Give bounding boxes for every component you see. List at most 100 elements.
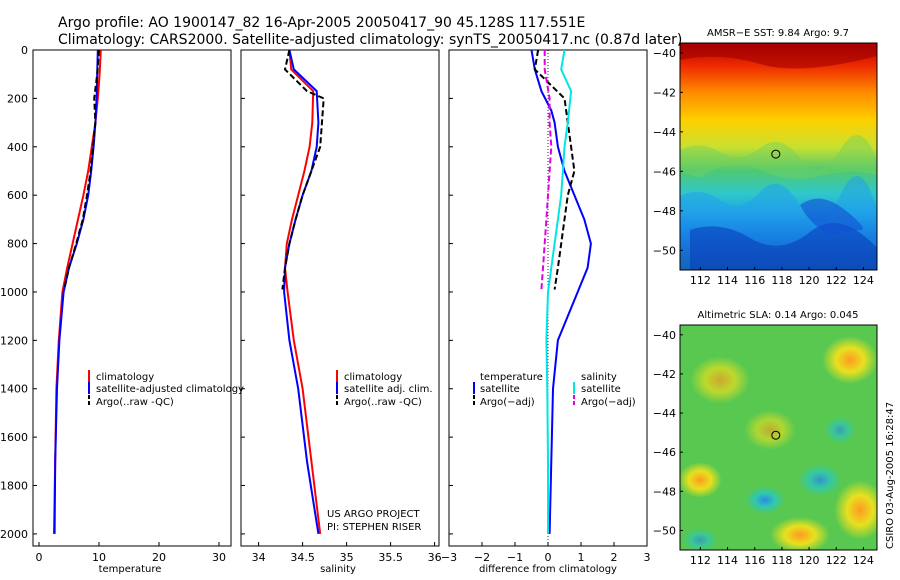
salinity-panel-frame [240, 49, 440, 547]
legend-argo-label: Argo(..raw -QC) [96, 397, 174, 408]
map-lon-tick-label: 116 [744, 554, 765, 567]
map-lat-tick-label: −48 [653, 485, 676, 498]
x-tick-label: 2 [611, 551, 618, 564]
legend-sal-satellite-label: satellite adj. clim. [344, 384, 433, 395]
series-line-1-0 [283, 49, 322, 535]
depth-tick-label: 1400 [0, 383, 28, 396]
legend-temp-satellite-label: satellite [480, 384, 520, 395]
depth-axis: 0 200 400 600 800 1000 1200 1400 1600 1800 2000 [0, 44, 453, 541]
difference-legend: temperature satellite Argo(−adj) salinit… [473, 372, 636, 408]
series-line-2-2 [545, 49, 573, 534]
sst-map-title: AMSR−E SST: 9.84 Argo: 9.7 [707, 28, 849, 39]
map-lat-tick-label: −50 [653, 244, 676, 257]
sst-map-frame [679, 42, 878, 271]
legend-sal-diff-argo-label: Argo(−adj) [581, 397, 636, 408]
legend-climatology-label: climatology [96, 372, 154, 383]
map-lon-tick-label: 118 [771, 554, 792, 567]
sst-map-panel: AMSR−E SST: 9.84 Argo: 9.7 112 114 116 118 1… [653, 28, 878, 287]
map-lon-tick-label: 112 [690, 554, 711, 567]
map-lon-tick-label: 122 [826, 554, 847, 567]
legend-salinity-title: salinity [581, 372, 617, 383]
series-line-2-1 [533, 49, 576, 290]
temperature-axis-label: temperature [99, 564, 162, 575]
map-lon-tick-label: 116 [744, 274, 765, 287]
csiro-timestamp: CSIRO 03-Aug-2005 16:28:47 [885, 402, 896, 549]
x-tick-label: −2 [474, 551, 490, 564]
depth-tick-label: 1800 [0, 480, 28, 493]
salinity-axis-label: salinity [320, 564, 356, 575]
legend-satellite-label: satellite-adjusted climatology [96, 384, 244, 395]
depth-tick-label: 1200 [0, 334, 28, 347]
series-line-1-2 [281, 49, 325, 290]
series-line-2-3 [540, 50, 553, 290]
sst-float-location-marker [771, 149, 781, 159]
sla-map-frame [679, 324, 878, 551]
map-lat-tick-label: −48 [653, 205, 676, 218]
map-lon-tick-label: 114 [717, 274, 738, 287]
legend-temperature-title: temperature [480, 372, 543, 383]
map-lon-tick-label: 120 [799, 274, 820, 287]
project-credit-line2: PI: STEPHEN RISER [327, 522, 421, 533]
map-lat-tick-label: −46 [653, 446, 676, 459]
x-tick-label: 20 [152, 551, 166, 564]
series-line-0-2 [63, 49, 100, 290]
x-tick-label: −3 [441, 551, 457, 564]
depth-tick-label: 1000 [0, 286, 28, 299]
x-tick-label: 10 [92, 551, 106, 564]
map-lat-tick-label: −46 [653, 165, 676, 178]
project-credit-line1: US ARGO PROJECT [327, 509, 421, 520]
depth-tick-label: 0 [21, 44, 28, 57]
salinity-legend: climatology satellite adj. clim. Argo(..… [336, 370, 433, 408]
depth-tick-label: 1600 [0, 431, 28, 444]
map-lat-tick-label: −42 [653, 368, 676, 381]
x-tick-label: 1 [578, 551, 585, 564]
series-line-0-0 [53, 49, 102, 534]
header-line2: Climatology: CARS2000. Satellite-adjuste… [58, 32, 682, 48]
depth-tick-label: 400 [7, 141, 28, 154]
map-lon-tick-label: 114 [717, 554, 738, 567]
x-tick-label: 34.5 [290, 551, 315, 564]
depth-tick-label: 2000 [0, 528, 28, 541]
map-lat-tick-label: −42 [653, 86, 676, 99]
map-lat-tick-label: −50 [653, 524, 676, 537]
map-lon-tick-label: 124 [853, 274, 874, 287]
sla-map-image [680, 325, 877, 550]
map-lat-tick-label: −44 [653, 126, 676, 139]
depth-tick-label: 200 [7, 92, 28, 105]
sla-float-location-marker [771, 430, 781, 440]
x-tick-label: 34 [252, 551, 266, 564]
temperature-panel-frame [32, 49, 232, 547]
temperature-legend: climatology satellite-adjusted climatolo… [88, 370, 244, 408]
salinity-profile-panel: 34 34.5 35 35.5 36 salinity climatology sate… [240, 49, 442, 575]
map-lon-tick-label: 122 [826, 274, 847, 287]
sla-map-title: Altimetric SLA: 0.14 Argo: 0.045 [698, 310, 859, 321]
x-tick-label: −1 [507, 551, 523, 564]
map-lat-tick-label: −44 [653, 407, 676, 420]
x-tick-label: 3 [644, 551, 651, 564]
x-tick-label: 30 [212, 551, 226, 564]
depth-tick-label: 800 [7, 238, 28, 251]
difference-panel: −3 −2 −1 0 1 2 3 difference from climatology t… [441, 49, 651, 575]
series-line-2-0 [530, 49, 592, 534]
depth-tick-label: 600 [7, 189, 28, 202]
series-line-0-1 [53, 49, 99, 534]
map-lon-tick-label: 120 [799, 554, 820, 567]
map-lon-tick-label: 118 [771, 274, 792, 287]
temperature-profile-panel: 0 10 20 30 temperature climatology satellit… [32, 49, 244, 575]
x-tick-label: 0 [545, 551, 552, 564]
legend-sal-climatology-label: climatology [344, 372, 402, 383]
legend-sal-diff-satellite-label: satellite [581, 384, 621, 395]
x-tick-label: 35.5 [378, 551, 403, 564]
map-lat-tick-label: −40 [653, 47, 676, 60]
legend-sal-argo-label: Argo(..raw -QC) [344, 397, 422, 408]
map-lon-tick-label: 112 [690, 274, 711, 287]
legend-temp-argo-label: Argo(−adj) [480, 397, 535, 408]
x-tick-label: 35 [340, 551, 354, 564]
x-tick-label: 0 [36, 551, 43, 564]
x-tick-label: 36 [428, 551, 442, 564]
header-line1: Argo profile: AO 1900147_82 16-Apr-2005 … [58, 15, 585, 31]
difference-axis-label: difference from climatology [479, 564, 617, 575]
map-lat-tick-label: −40 [653, 329, 676, 342]
map-lon-tick-label: 124 [853, 554, 874, 567]
